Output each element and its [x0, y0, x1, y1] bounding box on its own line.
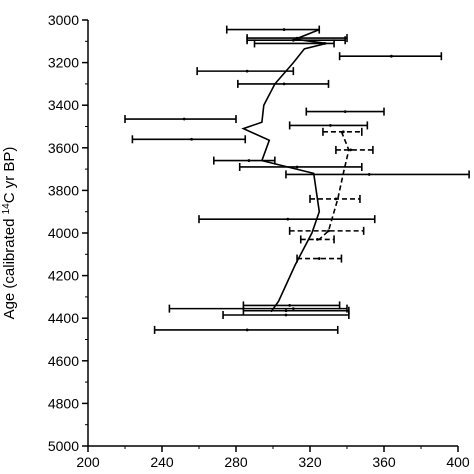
solid-point [282, 82, 286, 86]
dashed-point [334, 197, 338, 201]
solid-point [282, 28, 286, 31]
y-tick-label: 3000 [48, 12, 79, 28]
y-tick-label: 3200 [48, 55, 79, 71]
dashed-point [327, 229, 330, 233]
x-axis: 200 240 280 320 360 400 [76, 445, 470, 470]
solid-point [367, 173, 371, 176]
x-tick-label: 400 [446, 454, 470, 470]
y-tick-label: 4200 [48, 268, 79, 284]
y-tick-label: 4600 [48, 353, 79, 369]
solid-point [245, 328, 249, 332]
solid-point [245, 69, 249, 73]
x-tick-label: 200 [76, 454, 100, 470]
solid-trend-line [241, 28, 327, 313]
solid-point [286, 217, 290, 221]
x-tick-label: 320 [298, 454, 322, 470]
solid-point [284, 309, 288, 313]
solid-point [288, 304, 292, 307]
y-tick-label: 3600 [48, 140, 79, 156]
solid-point [247, 159, 251, 162]
solid-point [182, 117, 186, 121]
dashed-point [316, 237, 319, 241]
solid-point [295, 36, 299, 40]
solid-point [390, 54, 393, 58]
solid-point [328, 124, 332, 127]
dashed-trend [318, 131, 350, 240]
dashed-point [341, 130, 345, 134]
dashed-trend-line [318, 131, 350, 240]
x-tick-label: 280 [224, 454, 248, 470]
y-tick-label: 4800 [48, 395, 79, 411]
x-tick-label: 360 [372, 454, 396, 470]
y-axis-label: Age (calibrated 14C yr BP) [1, 147, 19, 320]
solid-point [284, 313, 288, 317]
x-tick-label: 240 [150, 454, 174, 470]
y-axis-label-part-1: Age (calibrated [1, 214, 18, 319]
dashed-point [317, 257, 321, 260]
solid-point [190, 137, 194, 141]
solid-point [343, 110, 347, 113]
solid-point [291, 307, 295, 311]
solid-point [323, 42, 327, 45]
y-tick-label: 3400 [48, 97, 79, 113]
solid-trend [241, 28, 327, 313]
y-axis-label-part-2: C yr BP) [1, 147, 18, 204]
y-tick-label: 5000 [48, 438, 79, 454]
y-axis-label-superscript: 14 [1, 203, 12, 215]
dashed-point [349, 148, 353, 152]
y-axis: 3000 3200 3400 3600 3800 4000 4200 4400 4600 4800… [48, 12, 89, 454]
y-tick-label: 4400 [48, 310, 79, 326]
y-tick-label: 4000 [48, 225, 79, 241]
solid-errorbars [124, 25, 470, 334]
solid-point [291, 38, 295, 42]
dashed-errorbars [288, 127, 374, 263]
y-tick-label: 3800 [48, 182, 79, 198]
solid-point [295, 165, 299, 169]
